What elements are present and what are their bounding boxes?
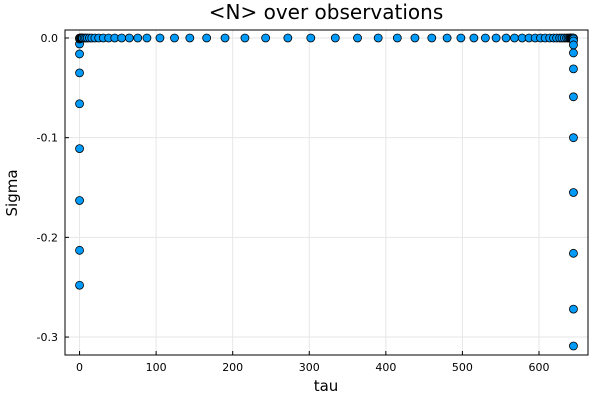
data-point (569, 40, 578, 50)
x-tick-label: 200 (222, 361, 243, 374)
x-tick-label: 300 (299, 361, 320, 374)
data-point (202, 33, 212, 43)
data-point (261, 33, 271, 43)
data-point (569, 133, 578, 143)
data-point (75, 49, 84, 59)
data-point (75, 196, 84, 205)
data-point (410, 33, 420, 43)
data-point (569, 92, 578, 102)
data-point (569, 48, 578, 58)
data-points (75, 33, 578, 351)
data-point (75, 144, 84, 154)
data-point (442, 33, 452, 43)
data-point (569, 64, 578, 74)
data-point (306, 33, 316, 43)
data-point (569, 188, 578, 197)
data-point (133, 33, 143, 43)
y-tick-label: -0.3 (37, 331, 58, 344)
data-point (75, 245, 84, 255)
y-tick-label: -0.1 (37, 132, 58, 145)
data-point (501, 33, 511, 43)
data-point (569, 248, 578, 258)
data-point (124, 33, 134, 43)
data-point (240, 33, 250, 43)
data-point (220, 33, 230, 43)
data-point (75, 68, 84, 78)
data-point (185, 33, 195, 43)
data-point (392, 33, 402, 43)
x-tick-label: 400 (375, 361, 396, 374)
data-point (469, 33, 479, 43)
chart-title: <N> over observations (209, 0, 444, 24)
data-point (510, 33, 519, 43)
data-point (456, 33, 466, 43)
data-point (491, 33, 501, 43)
data-point (373, 33, 383, 43)
data-point (142, 33, 152, 43)
data-point (170, 33, 179, 43)
x-tick-label: 0 (76, 361, 83, 374)
x-tick-label: 600 (528, 361, 549, 374)
tick-layer: 0 100 200 300 400 500 600 0.0 -0.1 -0.2 -0.3 (37, 32, 550, 374)
data-point (427, 33, 437, 43)
data-point (330, 33, 340, 43)
x-tick-label: 500 (452, 361, 473, 374)
data-point (353, 33, 362, 43)
x-axis-label: tau (314, 377, 339, 395)
data-point (283, 33, 293, 43)
y-axis-label: Sigma (3, 169, 21, 216)
y-tick-label: -0.2 (37, 231, 58, 244)
data-point (569, 341, 578, 351)
data-point (75, 280, 84, 290)
plot-frame (64, 29, 589, 356)
x-tick-label: 100 (146, 361, 167, 374)
data-point (117, 33, 127, 43)
data-point (155, 33, 165, 43)
data-point (569, 304, 578, 314)
data-point (75, 99, 84, 109)
y-tick-label: 0.0 (41, 32, 59, 45)
data-point (480, 33, 490, 43)
grid-layer (65, 30, 588, 355)
